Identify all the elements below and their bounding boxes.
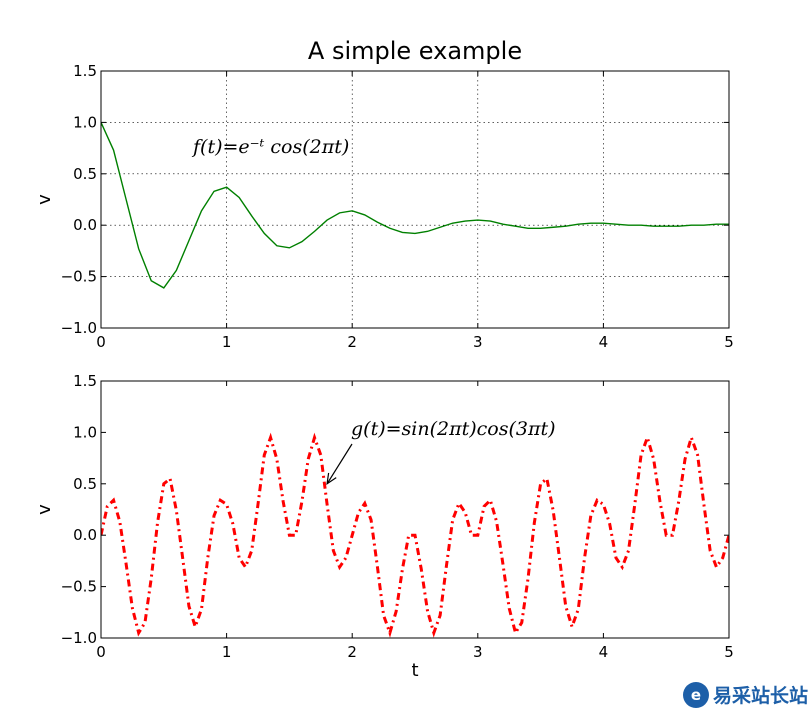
chart-2-xtick-label: 2 bbox=[347, 643, 357, 661]
chart-2-xtick-label: 3 bbox=[473, 643, 483, 661]
chart-2-ytick-label: 1.5 bbox=[73, 372, 97, 390]
chart-1-series-1-line bbox=[101, 122, 729, 289]
chart-1-title: A simple example bbox=[308, 37, 522, 65]
chart-1-frame bbox=[100, 70, 730, 329]
chart-2-xtick-label: 5 bbox=[724, 643, 734, 661]
chart-1-ytick-label: 1.0 bbox=[73, 113, 97, 131]
chart-2-series-1-line bbox=[101, 432, 729, 638]
chart-1-xtick-label: 0 bbox=[96, 333, 106, 351]
chart-1-ytick-label: 0.5 bbox=[73, 165, 97, 183]
chart-2-ytick-label: 0.0 bbox=[73, 526, 97, 544]
chart-1-ytick-label: 1.5 bbox=[73, 62, 97, 80]
watermark: e 易采站长站 bbox=[682, 681, 808, 708]
chart-2-annotation-arrow bbox=[326, 443, 353, 485]
chart-1-xtick-label: 1 bbox=[222, 333, 232, 351]
chart-2-xlabel: t bbox=[411, 660, 418, 681]
chart-2-plot-area bbox=[101, 381, 729, 638]
watermark-text: 易采站长站 bbox=[712, 685, 808, 707]
chart-1-plot-area bbox=[101, 71, 729, 328]
chart-2-ytick-label: −0.5 bbox=[61, 578, 97, 596]
chart-2-ytick-label: −1.0 bbox=[61, 629, 97, 647]
chart-1-annotation: f(t)=e⁻ᵗ cos(2πt) bbox=[191, 136, 349, 158]
chart-2-xtick-label: 1 bbox=[222, 643, 232, 661]
chart-1-ytick-label: 0.0 bbox=[73, 216, 97, 234]
chart-1-ylabel: v bbox=[34, 194, 55, 205]
chart-2-ytick-label: 1.0 bbox=[73, 423, 97, 441]
chart-1-xtick-label: 2 bbox=[347, 333, 357, 351]
watermark-logo-icon: e bbox=[682, 681, 709, 708]
chart-1-xtick-label: 3 bbox=[473, 333, 483, 351]
chart-1-ytick-label: −1.0 bbox=[61, 319, 97, 337]
chart-2-xtick-label: 4 bbox=[599, 643, 609, 661]
chart-1-xtick-label: 5 bbox=[724, 333, 734, 351]
chart-1-ytick-label: −0.5 bbox=[61, 268, 97, 286]
chart-2-xtick-label: 0 bbox=[96, 643, 106, 661]
chart-2-annotation-arrowhead bbox=[326, 472, 337, 486]
chart-1-xtick-label: 4 bbox=[599, 333, 609, 351]
chart-2-frame bbox=[100, 380, 730, 639]
chart-2-annotation: g(t)=sin(2πt)cos(3πt) bbox=[351, 418, 556, 440]
chart-2-ytick-label: 0.5 bbox=[73, 475, 97, 493]
chart-2-ylabel: v bbox=[34, 504, 55, 515]
